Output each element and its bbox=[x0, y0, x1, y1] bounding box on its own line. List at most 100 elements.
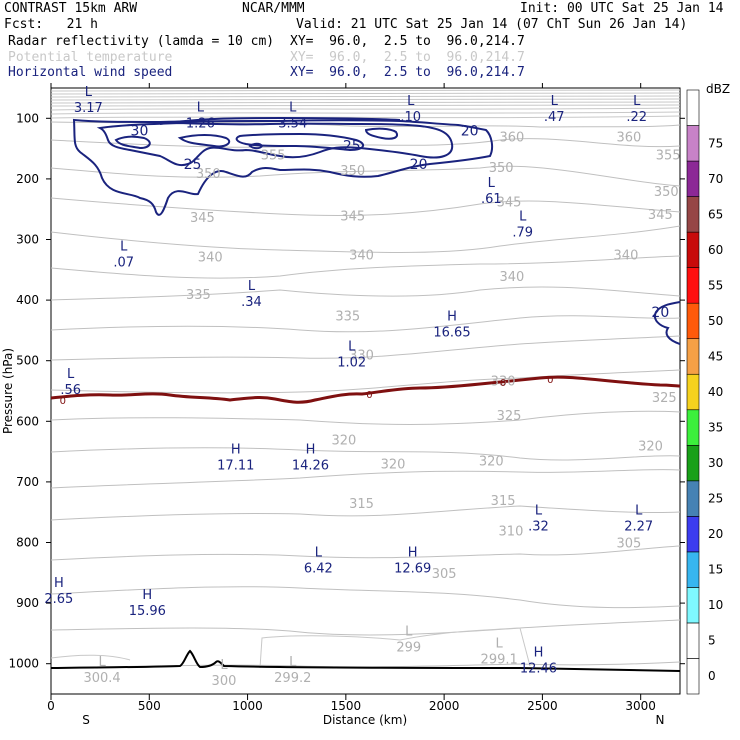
field-reflectivity-xy: XY= 96.0, 2.5 to 96.0,214.7 bbox=[290, 34, 525, 49]
y-tick-label: 600 bbox=[16, 414, 39, 428]
colorbar-label: 5 bbox=[708, 634, 716, 648]
extremum-kind: L bbox=[98, 655, 106, 670]
init-time: Init: 00 UTC Sat 25 Jan 14 bbox=[520, 1, 724, 16]
colorbar-label: 15 bbox=[708, 563, 723, 577]
freezing-level-label: 0 bbox=[60, 396, 66, 407]
theta-label: 340 bbox=[500, 270, 525, 285]
extremum-value: 2.27 bbox=[624, 519, 653, 534]
theta-boundary-layer bbox=[51, 627, 531, 669]
colorbar-swatch bbox=[686, 231, 700, 268]
extremum-kind: L bbox=[496, 637, 504, 652]
theta-label: 350 bbox=[654, 185, 679, 200]
extremum-value: .22 bbox=[626, 110, 647, 125]
colorbar-swatch bbox=[686, 267, 700, 304]
extremum-value: 3.17 bbox=[74, 101, 103, 116]
colorbar-swatch bbox=[686, 125, 700, 162]
extremum-kind: L bbox=[348, 340, 356, 355]
colorbar-swatch bbox=[686, 409, 700, 446]
theta-label: 340 bbox=[349, 249, 374, 264]
theta-label: 330 bbox=[491, 375, 516, 390]
colorbar-swatch bbox=[686, 551, 700, 588]
contour-layer bbox=[51, 89, 680, 672]
extremum-kind: L bbox=[635, 503, 643, 518]
colorbar-label: 50 bbox=[708, 314, 723, 328]
colorbar-label: 55 bbox=[708, 278, 723, 292]
y-tick-label: 200 bbox=[16, 172, 39, 186]
theta-label: 320 bbox=[331, 433, 356, 448]
field-wind-name: Horizontal wind speed bbox=[8, 65, 173, 80]
extremum-kind: H bbox=[306, 443, 316, 458]
colorbar-swatch bbox=[686, 444, 700, 482]
colorbar-label: 20 bbox=[708, 527, 723, 541]
colorbar-title: dBZ bbox=[706, 82, 730, 96]
extremum-value: .32 bbox=[528, 519, 549, 534]
freezing-level-label: 0 bbox=[547, 375, 553, 386]
field-reflectivity-name: Radar reflectivity (lamda = 10 cm) bbox=[8, 34, 275, 49]
extremum-value: 12.46 bbox=[520, 662, 557, 677]
extremum-kind: L bbox=[551, 94, 559, 109]
theta-label: 330 bbox=[349, 349, 374, 364]
extremum-value: .34 bbox=[241, 295, 262, 310]
extremum-value: 299.2 bbox=[274, 671, 311, 686]
theta-label: 320 bbox=[638, 440, 663, 455]
y-tick-label: 800 bbox=[16, 536, 39, 550]
x-tick-label: 3000 bbox=[625, 699, 656, 713]
theta-label: 345 bbox=[648, 208, 673, 223]
extremum-value: 1.26 bbox=[186, 116, 215, 131]
extremum-value: .79 bbox=[512, 225, 533, 240]
theta-label: 355 bbox=[656, 149, 681, 164]
theta-label: 360 bbox=[616, 130, 641, 145]
theta-label: 305 bbox=[432, 567, 457, 582]
extremum-value: 17.11 bbox=[217, 459, 254, 474]
wind-speed-label: 20 bbox=[461, 123, 479, 139]
colorbar-label: 0 bbox=[708, 669, 716, 683]
extremum-kind: H bbox=[142, 588, 152, 603]
extremum-value: .07 bbox=[113, 256, 134, 271]
theta-label: 345 bbox=[190, 211, 215, 226]
forecast-hour: Fcst: 21 h bbox=[4, 17, 98, 32]
colorbar-label: 30 bbox=[708, 456, 723, 470]
extremum-value: 299.1 bbox=[481, 653, 518, 668]
model-title: CONTRAST 15km ARW bbox=[4, 1, 138, 16]
colorbar-label: 60 bbox=[708, 243, 723, 257]
freezing-level-contour bbox=[51, 375, 680, 404]
colorbar-swatch bbox=[686, 89, 700, 126]
extremum-kind: L bbox=[315, 546, 323, 561]
colorbar-label: 40 bbox=[708, 385, 723, 399]
extremum-kind: L bbox=[248, 279, 256, 294]
theta-labels: 360 360 355 355 350 350 350 350 345 345 345 345 340 3… bbox=[186, 130, 681, 581]
extremum-value: 15.96 bbox=[129, 604, 166, 619]
theta-label: 320 bbox=[479, 455, 504, 470]
extremum-kind: L bbox=[67, 367, 75, 382]
extremum-kind: L bbox=[535, 503, 543, 518]
colorbar-label: 10 bbox=[708, 598, 723, 612]
extremum-kind: L bbox=[633, 94, 641, 109]
extremum-kind: H bbox=[534, 646, 544, 661]
y-tick-label: 400 bbox=[16, 293, 39, 307]
theta-label: 350 bbox=[196, 167, 221, 182]
y-tick-label: 100 bbox=[16, 111, 39, 125]
extremum-kind: L bbox=[488, 176, 496, 191]
extremum-value: 299 bbox=[396, 640, 421, 655]
field-wind-xy: XY= 96.0, 2.5 to 96.0,214.7 bbox=[290, 65, 525, 80]
colorbar-swatch bbox=[686, 196, 700, 233]
colorbar-label: 70 bbox=[708, 172, 723, 186]
colorbar-swatch bbox=[686, 622, 700, 659]
extremum-kind: L bbox=[519, 209, 527, 224]
theta-label: 310 bbox=[499, 524, 524, 539]
freezing-level-label: 0 bbox=[500, 378, 506, 389]
theta-label: 315 bbox=[491, 494, 516, 509]
theta-label: 340 bbox=[614, 249, 639, 264]
wind-speed-label: 30 bbox=[131, 123, 149, 139]
extremum-kind: L bbox=[85, 85, 93, 100]
y-tick-label: 1000 bbox=[8, 657, 39, 671]
valid-time: Valid: 21 UTC Sat 25 Jan 14 (07 ChT Sun … bbox=[296, 17, 688, 32]
extremum-value: 14.26 bbox=[292, 459, 329, 474]
wind-speed-label: 20 bbox=[651, 305, 669, 321]
theta-label: 355 bbox=[261, 149, 286, 164]
extremum-kind: L bbox=[289, 100, 297, 115]
x-axis-label: Distance (km) bbox=[323, 713, 407, 727]
theta-label: 325 bbox=[652, 391, 677, 406]
x-tick-label: 2000 bbox=[429, 699, 460, 713]
